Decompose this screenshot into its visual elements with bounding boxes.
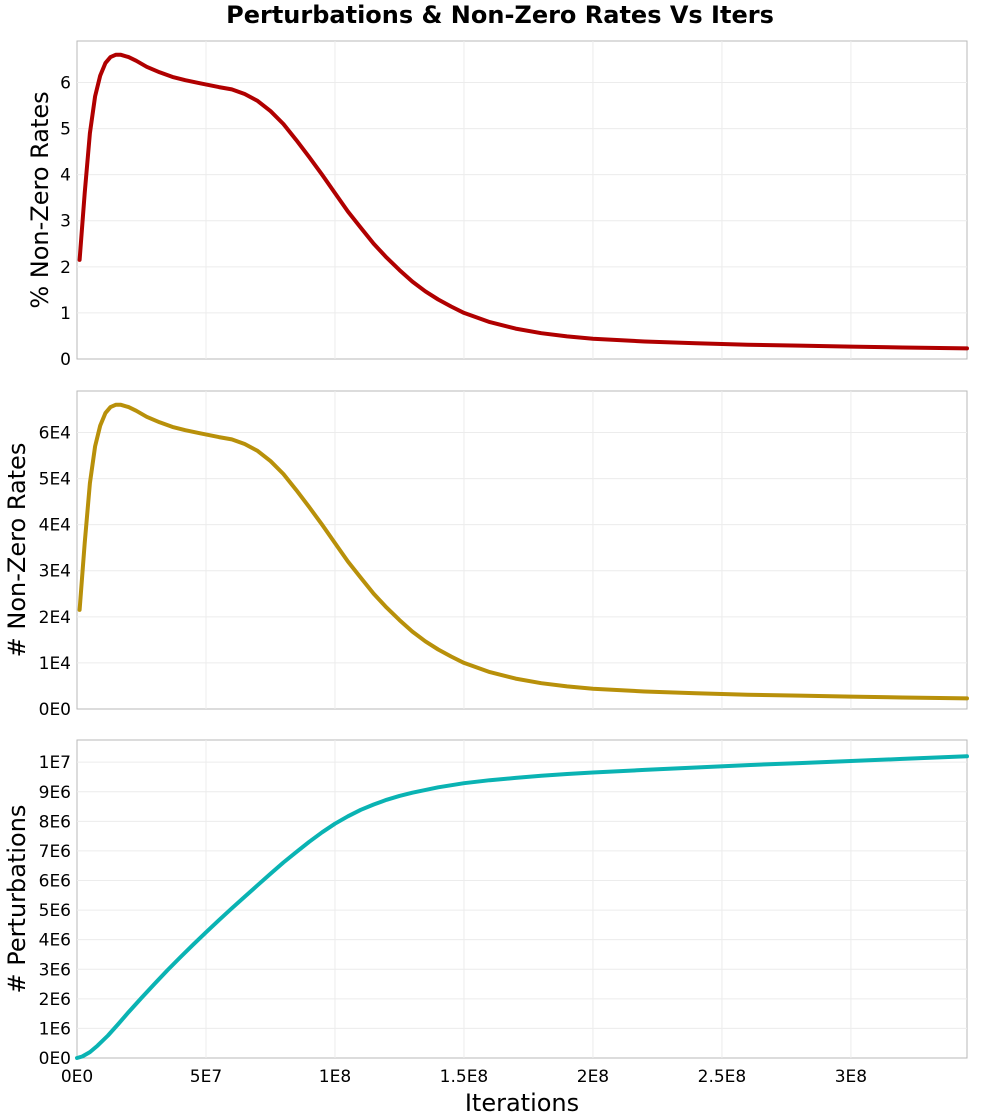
y-tick-label: 1E7 xyxy=(39,753,71,773)
panel-perturbations: 0E0 5E7 1E8 1.5E8 2E8 2.5E8 3E8 0E0 1E6 2E6 3E6 4E6… xyxy=(3,739,969,1117)
y-tick-label: 0E0 xyxy=(39,700,71,720)
y-tick-label: 4E6 xyxy=(39,931,71,951)
x-tick-label: 2E8 xyxy=(577,1067,609,1087)
y-tick-label: 6E6 xyxy=(39,872,71,892)
y-tick-label: 0 xyxy=(60,350,71,370)
x-tick-label: 5E7 xyxy=(190,1067,222,1087)
x-tick-label: 3E8 xyxy=(835,1067,867,1087)
y-axis-label: # Non-Zero Rates xyxy=(3,443,31,658)
y-tick-label: 3E6 xyxy=(39,960,71,980)
y-tick-label: 8E6 xyxy=(39,812,71,832)
plot-area-frame xyxy=(76,40,968,360)
y-tick-label: 3 xyxy=(60,212,71,232)
y-tick-label: 1 xyxy=(60,304,71,324)
panel-count-nonzero-rates: 0E0 1E4 2E4 3E4 4E4 5E4 6E4 # Non-Zero Rates xyxy=(3,390,969,720)
y-tick-label: 2 xyxy=(60,258,71,278)
y-axis-label: # Perturbations xyxy=(3,805,31,994)
series-line xyxy=(75,754,969,1060)
y-tick-label: 6 xyxy=(60,73,71,93)
chart-title: Perturbations & Non-Zero Rates Vs Iters xyxy=(226,1,774,29)
series-line xyxy=(77,402,969,701)
x-tick-label: 2.5E8 xyxy=(698,1067,747,1087)
y-tick-label: 5E6 xyxy=(39,901,71,921)
y-tick-label: 5 xyxy=(60,120,71,140)
y-tick-label: 0E0 xyxy=(39,1049,71,1069)
plot-area-frame xyxy=(76,739,968,1059)
y-tick-label: 2E6 xyxy=(39,990,71,1010)
y-tick-label: 5E4 xyxy=(39,470,71,490)
x-tick-label: 1E8 xyxy=(319,1067,351,1087)
y-axis-label: % Non-Zero Rates xyxy=(26,91,54,308)
y-tick-label: 6E4 xyxy=(39,423,71,443)
plot-area-frame xyxy=(76,390,968,710)
y-tick-label: 1E6 xyxy=(39,1019,71,1039)
y-tick-label: 1E4 xyxy=(39,654,71,674)
y-tick-label: 2E4 xyxy=(39,608,71,628)
panel-percent-nonzero-rates: 0 1 2 3 4 5 6 % Non-Zero Rates xyxy=(26,40,969,370)
x-tick-label: 1.5E8 xyxy=(440,1067,489,1087)
y-tick-label: 4E4 xyxy=(39,516,71,536)
y-tick-label: 4 xyxy=(60,166,71,186)
y-tick-label: 9E6 xyxy=(39,783,71,803)
x-axis-label: Iterations xyxy=(465,1089,579,1117)
series-line xyxy=(77,52,969,351)
x-tick-label: 0E0 xyxy=(61,1067,93,1087)
y-tick-label: 3E4 xyxy=(39,562,71,582)
y-tick-label: 7E6 xyxy=(39,842,71,862)
